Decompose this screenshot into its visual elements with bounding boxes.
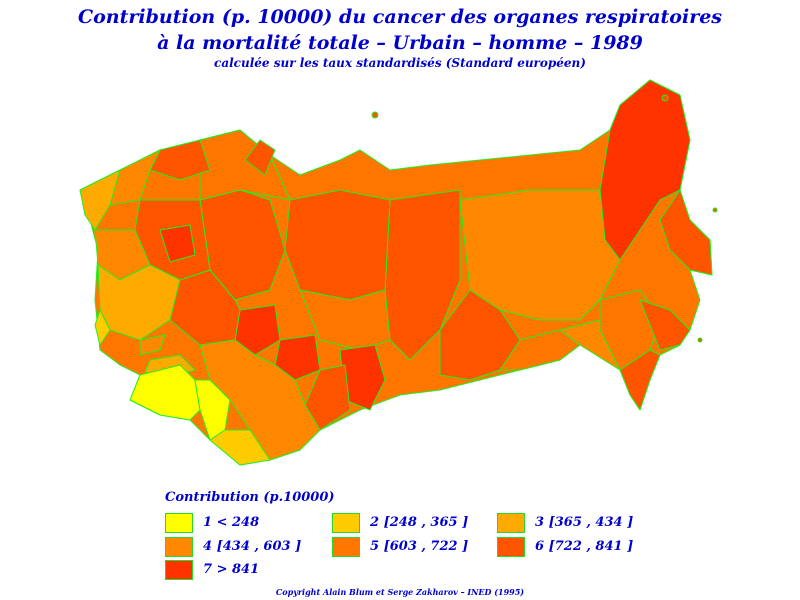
legend-label: 3 [365 , 434 ] xyxy=(535,515,634,530)
map-subtitle: calculée sur les taux standardisés (Stan… xyxy=(214,56,586,70)
region-primorye xyxy=(619,349,661,411)
legend-label: 2 [248 , 365 ] xyxy=(370,515,469,530)
region-tomsk xyxy=(299,289,391,351)
legend-label: 4 [434 , 603 ] xyxy=(203,539,302,554)
region-novaya-zemlya xyxy=(244,139,276,176)
legend-title: Contribution (p.10000) xyxy=(165,490,335,505)
region-kamchatka xyxy=(659,189,713,276)
legend-label: 6 [722 , 841 ] xyxy=(535,539,634,554)
legend-swatch xyxy=(165,537,193,557)
region-volga xyxy=(169,269,241,346)
legend-swatch xyxy=(332,513,360,533)
region-amur xyxy=(559,319,621,371)
map-title-line2: à la mortalité totale – Urbain – homme –… xyxy=(157,32,643,54)
region-moscow xyxy=(159,224,196,263)
legend-label: 7 > 841 xyxy=(203,562,260,577)
legend-swatch xyxy=(332,537,360,557)
island-3 xyxy=(712,207,718,213)
region-central-asia-east xyxy=(209,429,271,466)
region-turkmenistan xyxy=(129,364,201,421)
copyright: Copyright Alain Blum et Serge Zakharov –… xyxy=(275,587,525,597)
map-title-line1: Contribution (p. 10000) du cancer des or… xyxy=(78,6,722,28)
island-2 xyxy=(661,94,669,102)
legend-swatch xyxy=(497,513,525,533)
region-altai xyxy=(304,364,351,431)
region-okhotsk-coast xyxy=(639,299,691,351)
island-4 xyxy=(697,337,703,343)
region-moldova xyxy=(94,309,111,346)
legend-swatch xyxy=(497,537,525,557)
region-crimea xyxy=(139,334,166,356)
region-novosibirsk xyxy=(274,334,321,381)
region-baltics xyxy=(79,169,121,231)
legend-label: 1 < 248 xyxy=(203,515,260,530)
legend-label: 5 [603 , 722 ] xyxy=(370,539,469,554)
region-west-siberia xyxy=(284,189,391,301)
legend-swatch xyxy=(165,560,193,580)
choropleth-map xyxy=(79,79,718,466)
island-1 xyxy=(371,111,379,119)
legend-swatch xyxy=(165,513,193,533)
